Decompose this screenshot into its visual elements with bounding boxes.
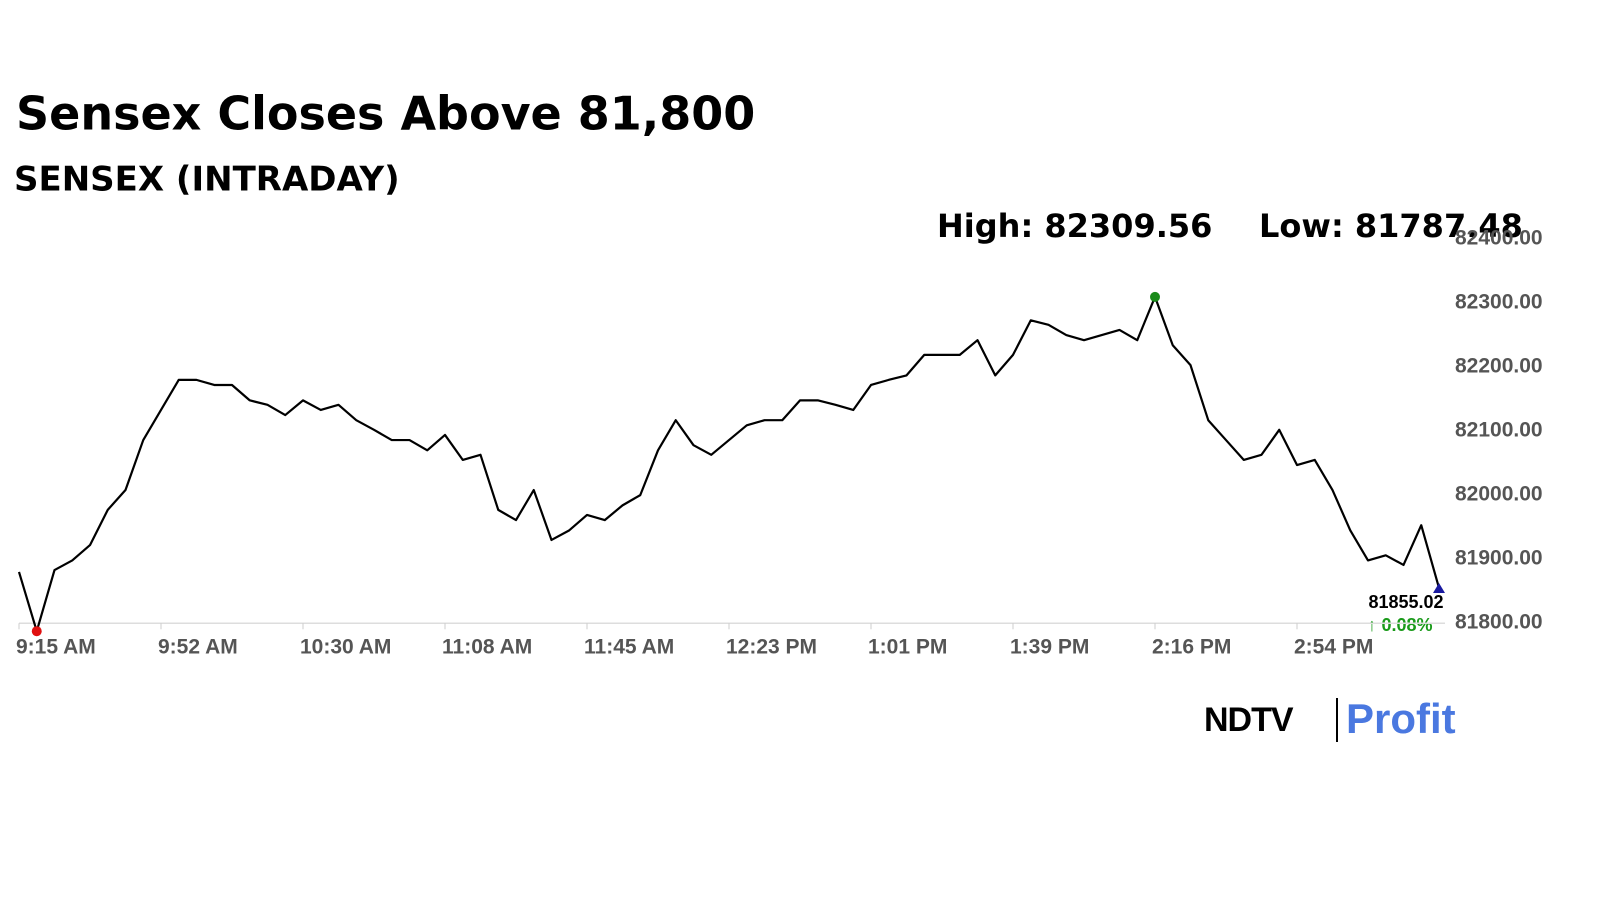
x-tick-label: 10:30 AM [300, 636, 391, 659]
chart-title: Sensex Closes Above 81,800 [16, 87, 755, 141]
low-marker [31, 626, 42, 637]
logo-profit: Profit [1346, 695, 1456, 742]
x-tick-label: 11:08 AM [442, 636, 532, 659]
x-tick-label: 2:54 PM [1294, 636, 1373, 659]
x-tick-label: 1:01 PM [868, 636, 947, 659]
y-tick-label: 81900.00 [1455, 547, 1543, 570]
low-annotation: Low: 81787.48 [1259, 207, 1523, 245]
x-tick-label: 2:16 PM [1152, 636, 1231, 659]
y-tick-label: 82300.00 [1455, 291, 1543, 314]
x-tick-label: 11:45 AM [584, 636, 674, 659]
x-tick-label: 9:52 AM [158, 636, 238, 659]
change-label: ↑ 0.08% [1367, 615, 1432, 635]
y-tick-label: 82100.00 [1455, 419, 1543, 442]
price-line [17, 295, 1441, 633]
chart-subtitle: SENSEX (INTRADAY) [14, 160, 400, 200]
last-value-label: 81855.02 [1368, 592, 1443, 612]
logo-ndtv: NDTV [1204, 701, 1294, 739]
high-marker [1150, 291, 1160, 302]
y-tick-label: 82200.00 [1455, 355, 1543, 378]
last-marker [1433, 582, 1445, 593]
x-tick-label: 9:15 AM [16, 636, 96, 659]
x-tick-label: 12:23 PM [726, 636, 817, 659]
high-annotation: High: 82309.56 [937, 207, 1212, 245]
x-tick-label: 1:39 PM [1010, 636, 1089, 659]
y-tick-label: 81800.00 [1455, 611, 1543, 634]
y-tick-label: 82000.00 [1455, 483, 1543, 506]
y-tick-label: 82400.00 [1455, 227, 1543, 250]
